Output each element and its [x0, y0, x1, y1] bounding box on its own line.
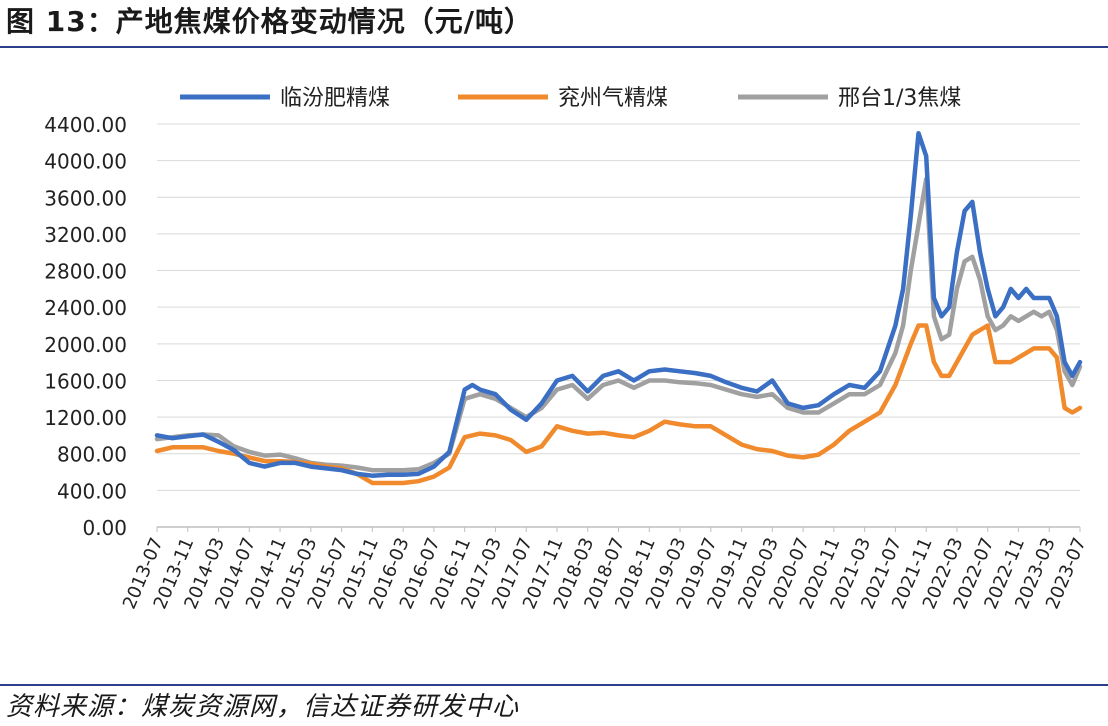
- x-axis-ticks: 2013-072013-112014-032014-072014-112015-…: [119, 527, 1091, 612]
- y-tick-label: 4400.00: [44, 113, 127, 137]
- y-tick-label: 1200.00: [44, 406, 127, 430]
- y-tick-label: 3200.00: [44, 223, 127, 247]
- source-rule: [0, 684, 1108, 686]
- legend-label: 临汾肥精煤: [280, 86, 390, 111]
- y-tick-label: 1600.00: [44, 369, 127, 393]
- legend-label: 邢台1/3焦煤: [838, 86, 961, 111]
- legend: 临汾肥精煤 兖州气精煤 邢台1/3焦煤: [180, 86, 961, 111]
- series-line-3: [154, 176, 1083, 473]
- chart-area: 0.00 400.00 800.00 1200.00 1600.00 2000.00 240…: [0, 52, 1108, 680]
- y-tick-label: 2400.00: [44, 296, 127, 320]
- y-axis-ticks: 0.00 400.00 800.00 1200.00 1600.00 2000.00 240…: [44, 113, 127, 540]
- series-lines: [154, 130, 1083, 486]
- y-tick-label: 3600.00: [44, 186, 127, 210]
- figure-title: 图 13：产地焦煤价格变动情况（元/吨）: [6, 5, 533, 38]
- series-line-1: [154, 130, 1083, 478]
- line-chart: 0.00 400.00 800.00 1200.00 1600.00 2000.00 240…: [44, 86, 1091, 612]
- gridlines: [157, 123, 1080, 528]
- legend-label: 兖州气精煤: [558, 86, 668, 111]
- y-tick-label: 400.00: [57, 479, 127, 503]
- y-tick-label: 800.00: [57, 443, 127, 467]
- title-rule: [0, 46, 1108, 48]
- y-tick-label: 4000.00: [44, 150, 127, 174]
- y-tick-label: 2800.00: [44, 260, 127, 284]
- y-tick-label: 2000.00: [44, 333, 127, 357]
- y-tick-label: 0.00: [82, 516, 127, 540]
- source-note: 资料来源：煤炭资源网，信达证券研发中心: [6, 692, 520, 722]
